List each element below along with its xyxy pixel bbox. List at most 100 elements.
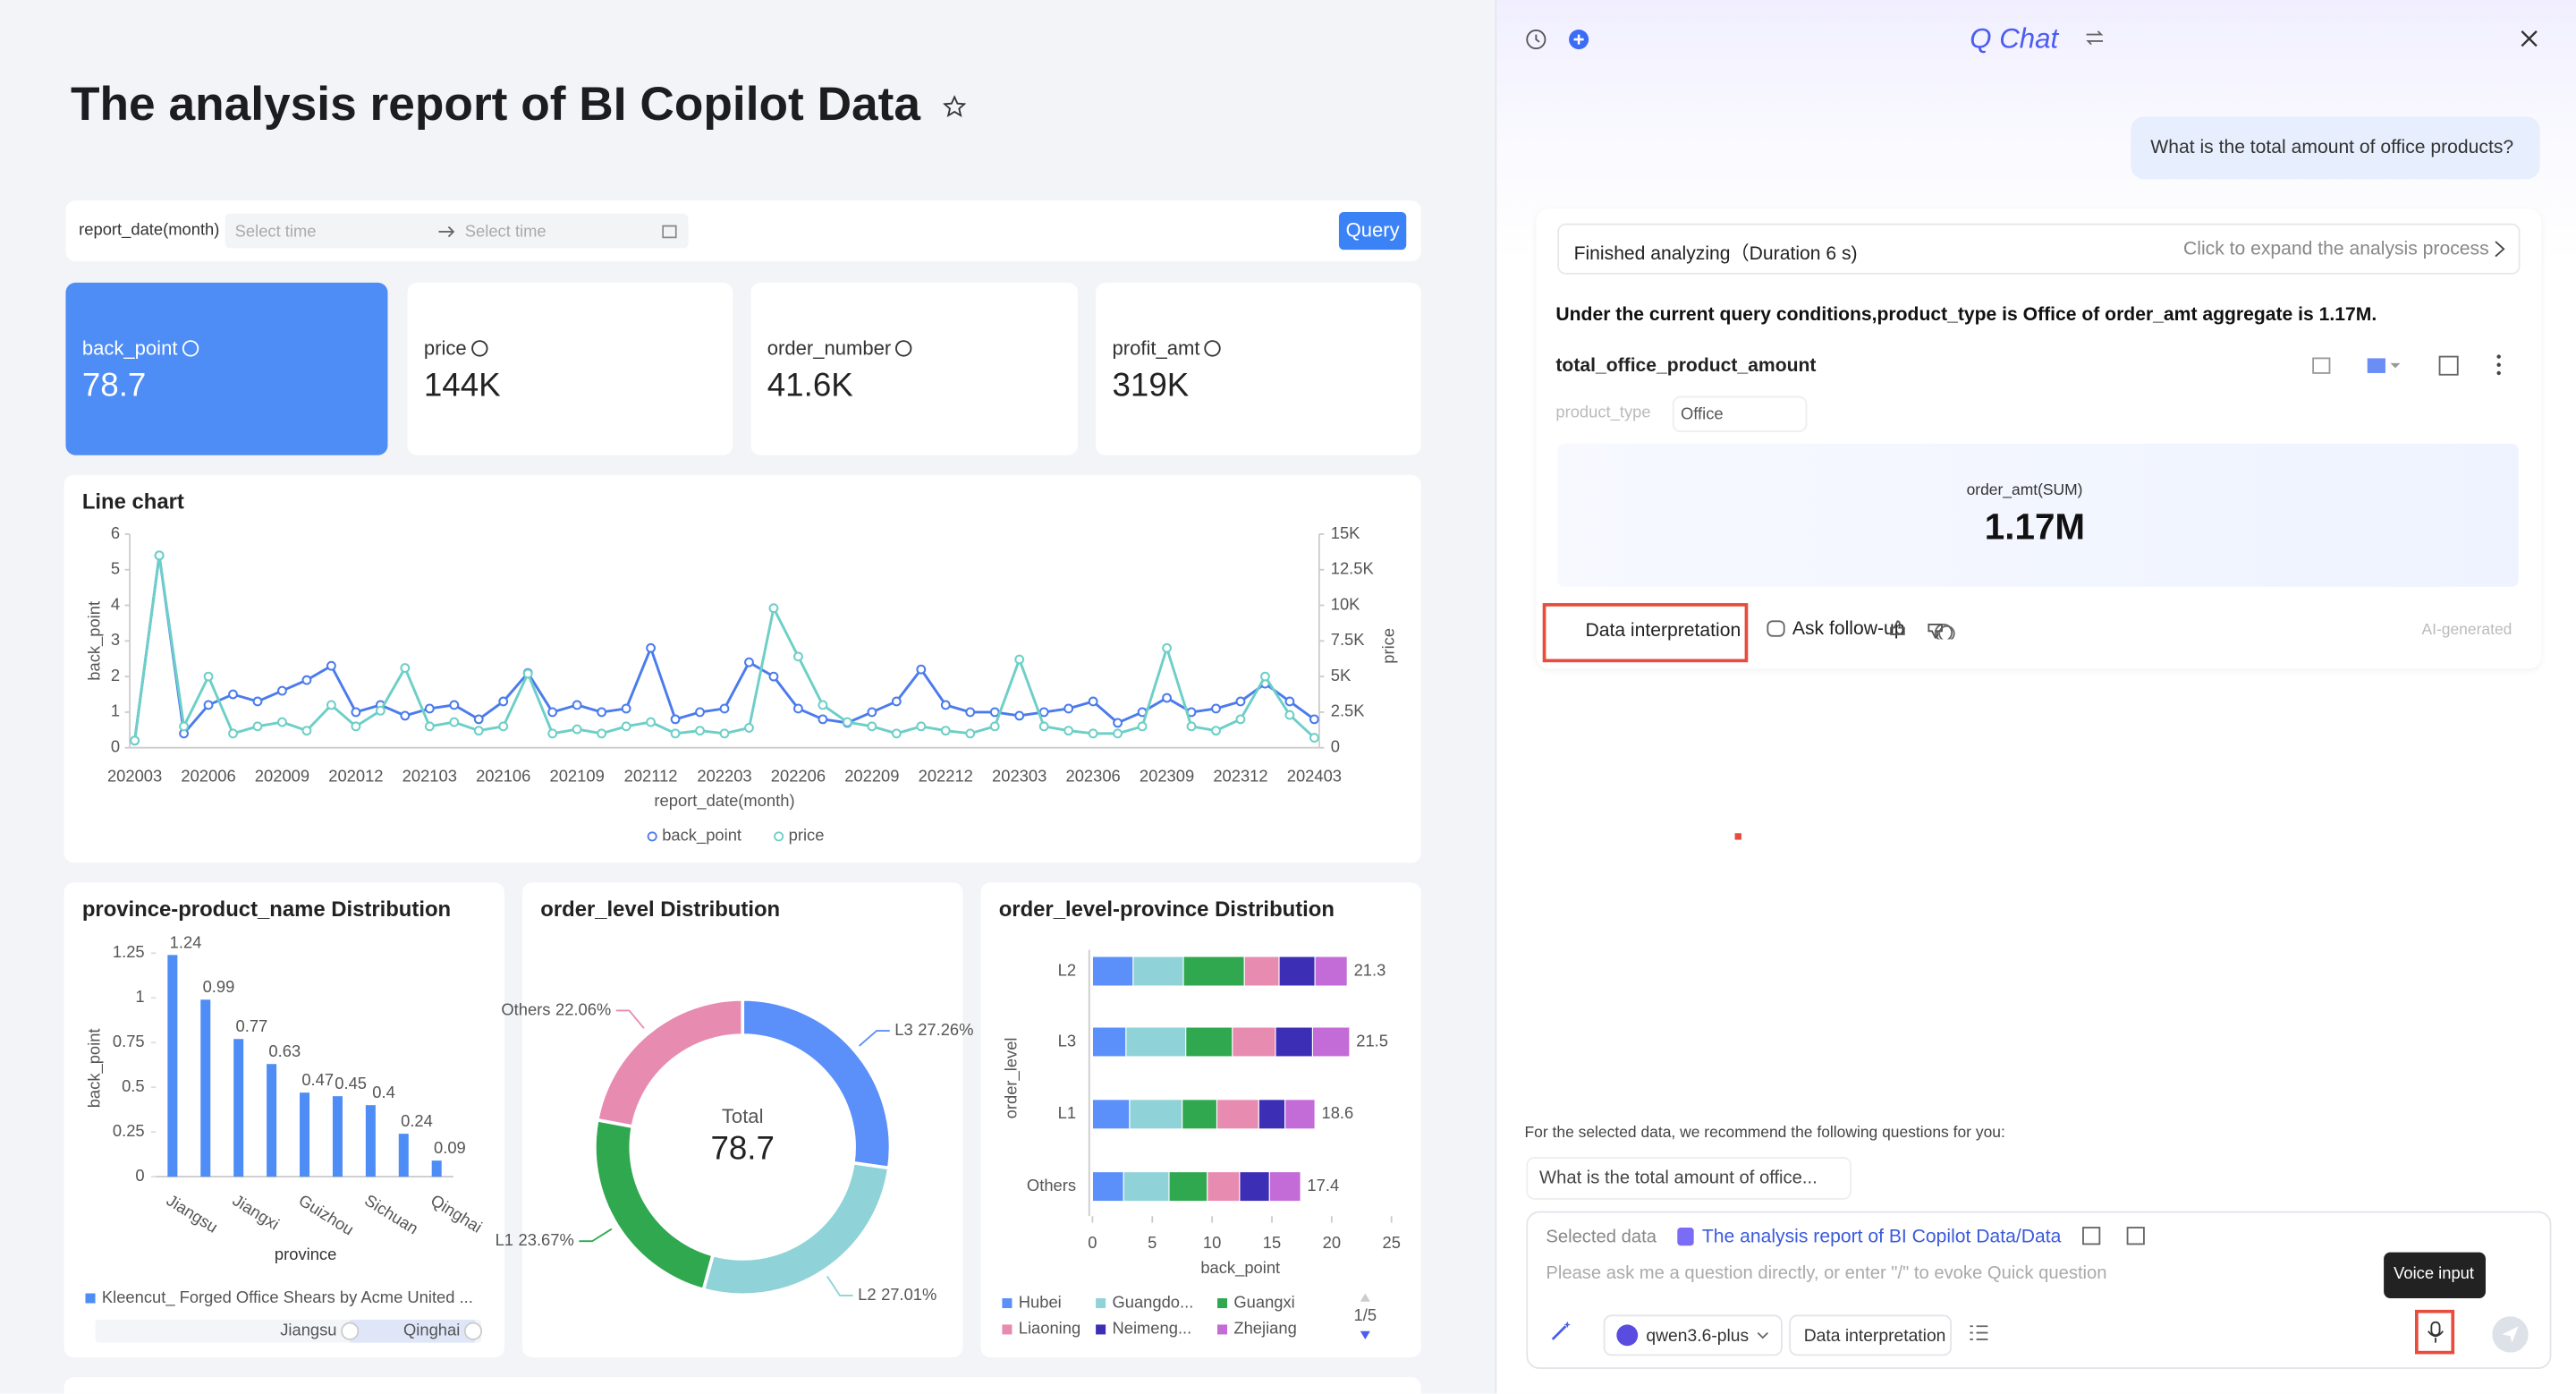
x-tick-label: 202112 <box>624 767 678 786</box>
bar-segment <box>1185 1026 1233 1058</box>
data-interpretation-button[interactable]: Data interpretation <box>1542 603 1749 663</box>
suggestion[interactable]: What is the total amount of office... <box>1539 1168 1818 1188</box>
y-tick-label: L2 <box>1058 960 1076 979</box>
leader-line <box>859 1030 890 1047</box>
y-tick-label: 2 <box>111 666 120 684</box>
point <box>1063 703 1074 714</box>
point <box>400 710 411 721</box>
status-bar[interactable]: Finished analyzing（Duration 6 s) Click t… <box>1557 223 2521 275</box>
y-tick-label: 1 <box>135 987 144 1006</box>
expand-link[interactable]: Click to expand the analysis process <box>2182 240 2489 260</box>
x-tick-label: Jiangxi <box>229 1191 283 1234</box>
placeholder[interactable]: Please ask me a question directly, or en… <box>1546 1263 2107 1284</box>
voice-button[interactable] <box>2415 1309 2455 1355</box>
filter-value[interactable]: Office <box>1680 405 1724 424</box>
point <box>1088 728 1098 739</box>
legend-label: back_point <box>662 826 741 846</box>
point <box>375 705 386 716</box>
y-tick-label: 0.75 <box>113 1032 145 1050</box>
query-button[interactable]: Query <box>1338 211 1407 251</box>
selected-label: Selected data <box>1546 1228 1657 1248</box>
x-tick-label: Jiangsu <box>164 1191 222 1237</box>
start-date[interactable]: Select time <box>234 223 317 242</box>
point <box>498 696 509 707</box>
line-chart-card <box>64 474 1421 863</box>
x-axis-label: province <box>275 1245 336 1263</box>
point <box>1014 654 1025 665</box>
point <box>424 703 435 714</box>
slider-handle <box>341 1322 360 1340</box>
donut-slice <box>701 1160 891 1297</box>
point <box>965 707 976 718</box>
new-chat-icon[interactable] <box>1567 28 1590 51</box>
point <box>1162 642 1172 653</box>
legend-label: Liaoning <box>1019 1319 1080 1338</box>
status: Finished analyzing（Duration 6 s) <box>1573 244 1858 265</box>
filter-select[interactable]: Office <box>1672 395 1808 433</box>
point <box>818 714 828 725</box>
y2-tick-label: 2.5K <box>1331 701 1366 720</box>
action[interactable]: Ask follow-up <box>1792 619 1905 640</box>
bar-segment <box>1091 1099 1131 1130</box>
list-icon[interactable] <box>1970 1324 1988 1340</box>
mode-chip[interactable]: Data interpretation <box>1789 1314 1953 1356</box>
data-tools[interactable] <box>2081 1226 2147 1247</box>
answer-card: Finished analyzing（Duration 6 s) Click t… <box>1536 208 2542 669</box>
value-label: 1.24 <box>170 932 202 951</box>
magic-icon[interactable] <box>1549 1320 1572 1343</box>
slice-label: Others 22.06% <box>501 999 611 1018</box>
close-icon[interactable] <box>2521 30 2538 47</box>
y-tick-label: 6 <box>111 523 120 542</box>
point <box>646 642 656 653</box>
end-date[interactable]: Select time <box>464 223 547 242</box>
calendar-icon <box>662 225 677 239</box>
slider-label: Jiangsu <box>280 1321 336 1339</box>
bar-segment <box>1284 1099 1316 1130</box>
send-button[interactable] <box>2492 1316 2529 1353</box>
point <box>449 700 460 710</box>
point <box>916 721 927 732</box>
mode[interactable]: Data interpretation <box>1803 1326 1946 1347</box>
arrow-icon <box>438 225 455 238</box>
bar-segment <box>1125 1026 1187 1058</box>
metric-box: order_amt(SUM) 1.17M <box>1557 443 2519 587</box>
action[interactable]: Data interpretation <box>1585 621 1741 642</box>
result-toolbar[interactable] <box>2305 353 2519 379</box>
pager-up <box>1360 1293 1370 1302</box>
kpi-card: price 144K <box>407 282 733 455</box>
chat-panel: Q Chat What is the total amount of offic… <box>1495 0 2576 1394</box>
user-bubble: What is the total amount of office produ… <box>2131 116 2540 180</box>
kpi-card: order_number 41.6K <box>750 282 1078 455</box>
point <box>867 721 877 732</box>
bar-segment <box>1132 956 1184 987</box>
value-label: 0.24 <box>401 1111 433 1130</box>
x-tick-label: 202403 <box>1287 767 1342 786</box>
kpi-value: 78.7 <box>81 368 147 404</box>
chart-title: province-product_name Distribution <box>82 897 451 922</box>
chart-title: order_level-province Distribution <box>999 897 1335 922</box>
y2-tick-label: 0 <box>1331 737 1340 756</box>
point <box>597 707 607 718</box>
value-label: 0.99 <box>203 977 235 996</box>
x-tick-label: 202212 <box>919 767 973 786</box>
suggestion-chip[interactable]: What is the total amount of office... <box>1526 1157 1852 1200</box>
x-tick-label: 20 <box>1323 1233 1341 1252</box>
legend-symbol <box>85 1293 96 1304</box>
value-label: 0.77 <box>236 1016 268 1035</box>
slice-name: L1 <box>496 1230 513 1249</box>
point <box>1235 696 1246 707</box>
date-range[interactable]: Select time Select time <box>225 213 689 249</box>
switch-icon[interactable] <box>2085 28 2105 47</box>
bar-segment <box>1182 956 1245 987</box>
model[interactable]: qwen3.6-plus <box>1646 1326 1750 1347</box>
selected-value[interactable]: The analysis report of BI Copilot Data/D… <box>1701 1228 2062 1248</box>
feedback-icons[interactable] <box>1766 619 1962 640</box>
model-select[interactable]: qwen3.6-plus <box>1603 1314 1783 1356</box>
star-icon[interactable] <box>943 95 967 119</box>
input-box[interactable]: Selected data The analysis report of BI … <box>1526 1211 2552 1370</box>
history-icon[interactable] <box>1524 28 1547 51</box>
legend-symbol <box>1096 1298 1106 1309</box>
point <box>1014 710 1025 721</box>
point <box>572 700 582 710</box>
point <box>1309 733 1319 743</box>
